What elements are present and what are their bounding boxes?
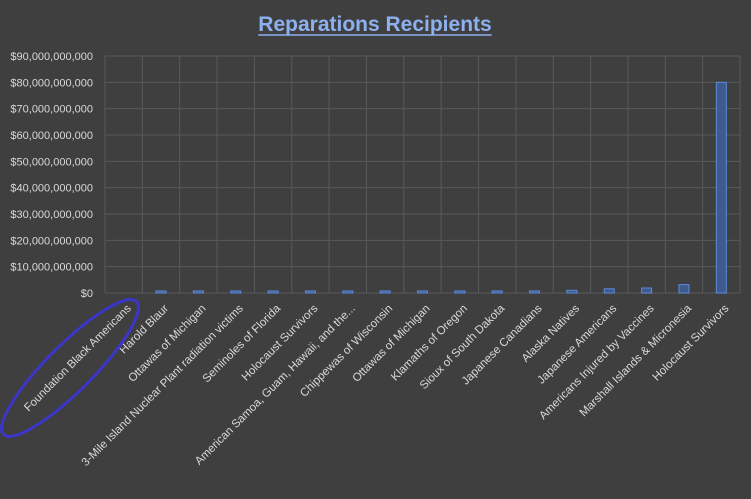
bar <box>304 290 316 294</box>
bar <box>192 290 204 294</box>
bar <box>230 290 242 294</box>
bar <box>566 289 578 294</box>
bar <box>491 290 503 294</box>
y-tick-label: $10,000,000,000 <box>10 262 93 274</box>
bar <box>454 290 466 294</box>
bar <box>529 290 541 294</box>
y-tick-label: $20,000,000,000 <box>10 235 93 247</box>
y-tick-label: $40,000,000,000 <box>10 183 93 195</box>
x-tick-label: Holocaust Survivors <box>651 302 732 383</box>
y-tick-label: $60,000,000,000 <box>10 130 93 142</box>
y-tick-label: $90,000,000,000 <box>10 51 93 63</box>
chart-title: Reparations Recipients <box>258 13 491 36</box>
bar <box>641 287 653 294</box>
annotation-circle <box>0 298 140 438</box>
gridlines <box>104 55 741 294</box>
bar <box>379 290 391 294</box>
y-tick-label: $50,000,000,000 <box>10 156 93 168</box>
y-tick-label: $30,000,000,000 <box>10 209 93 221</box>
bars <box>155 81 727 294</box>
bar <box>417 290 428 294</box>
y-tick-label: $70,000,000,000 <box>10 104 93 116</box>
x-tick-label: Foundation Black Americans <box>22 302 134 414</box>
bar <box>678 284 690 294</box>
y-axis-ticks: $0 $10,000,000,000 $20,000,000,000 $30,000,… <box>10 51 93 300</box>
bar <box>342 290 354 294</box>
y-tick-label: $80,000,000,000 <box>10 77 93 89</box>
bar <box>155 290 167 294</box>
bar <box>715 81 727 294</box>
bar <box>603 288 615 294</box>
bar <box>267 290 279 294</box>
y-tick-label: $0 <box>81 288 93 300</box>
